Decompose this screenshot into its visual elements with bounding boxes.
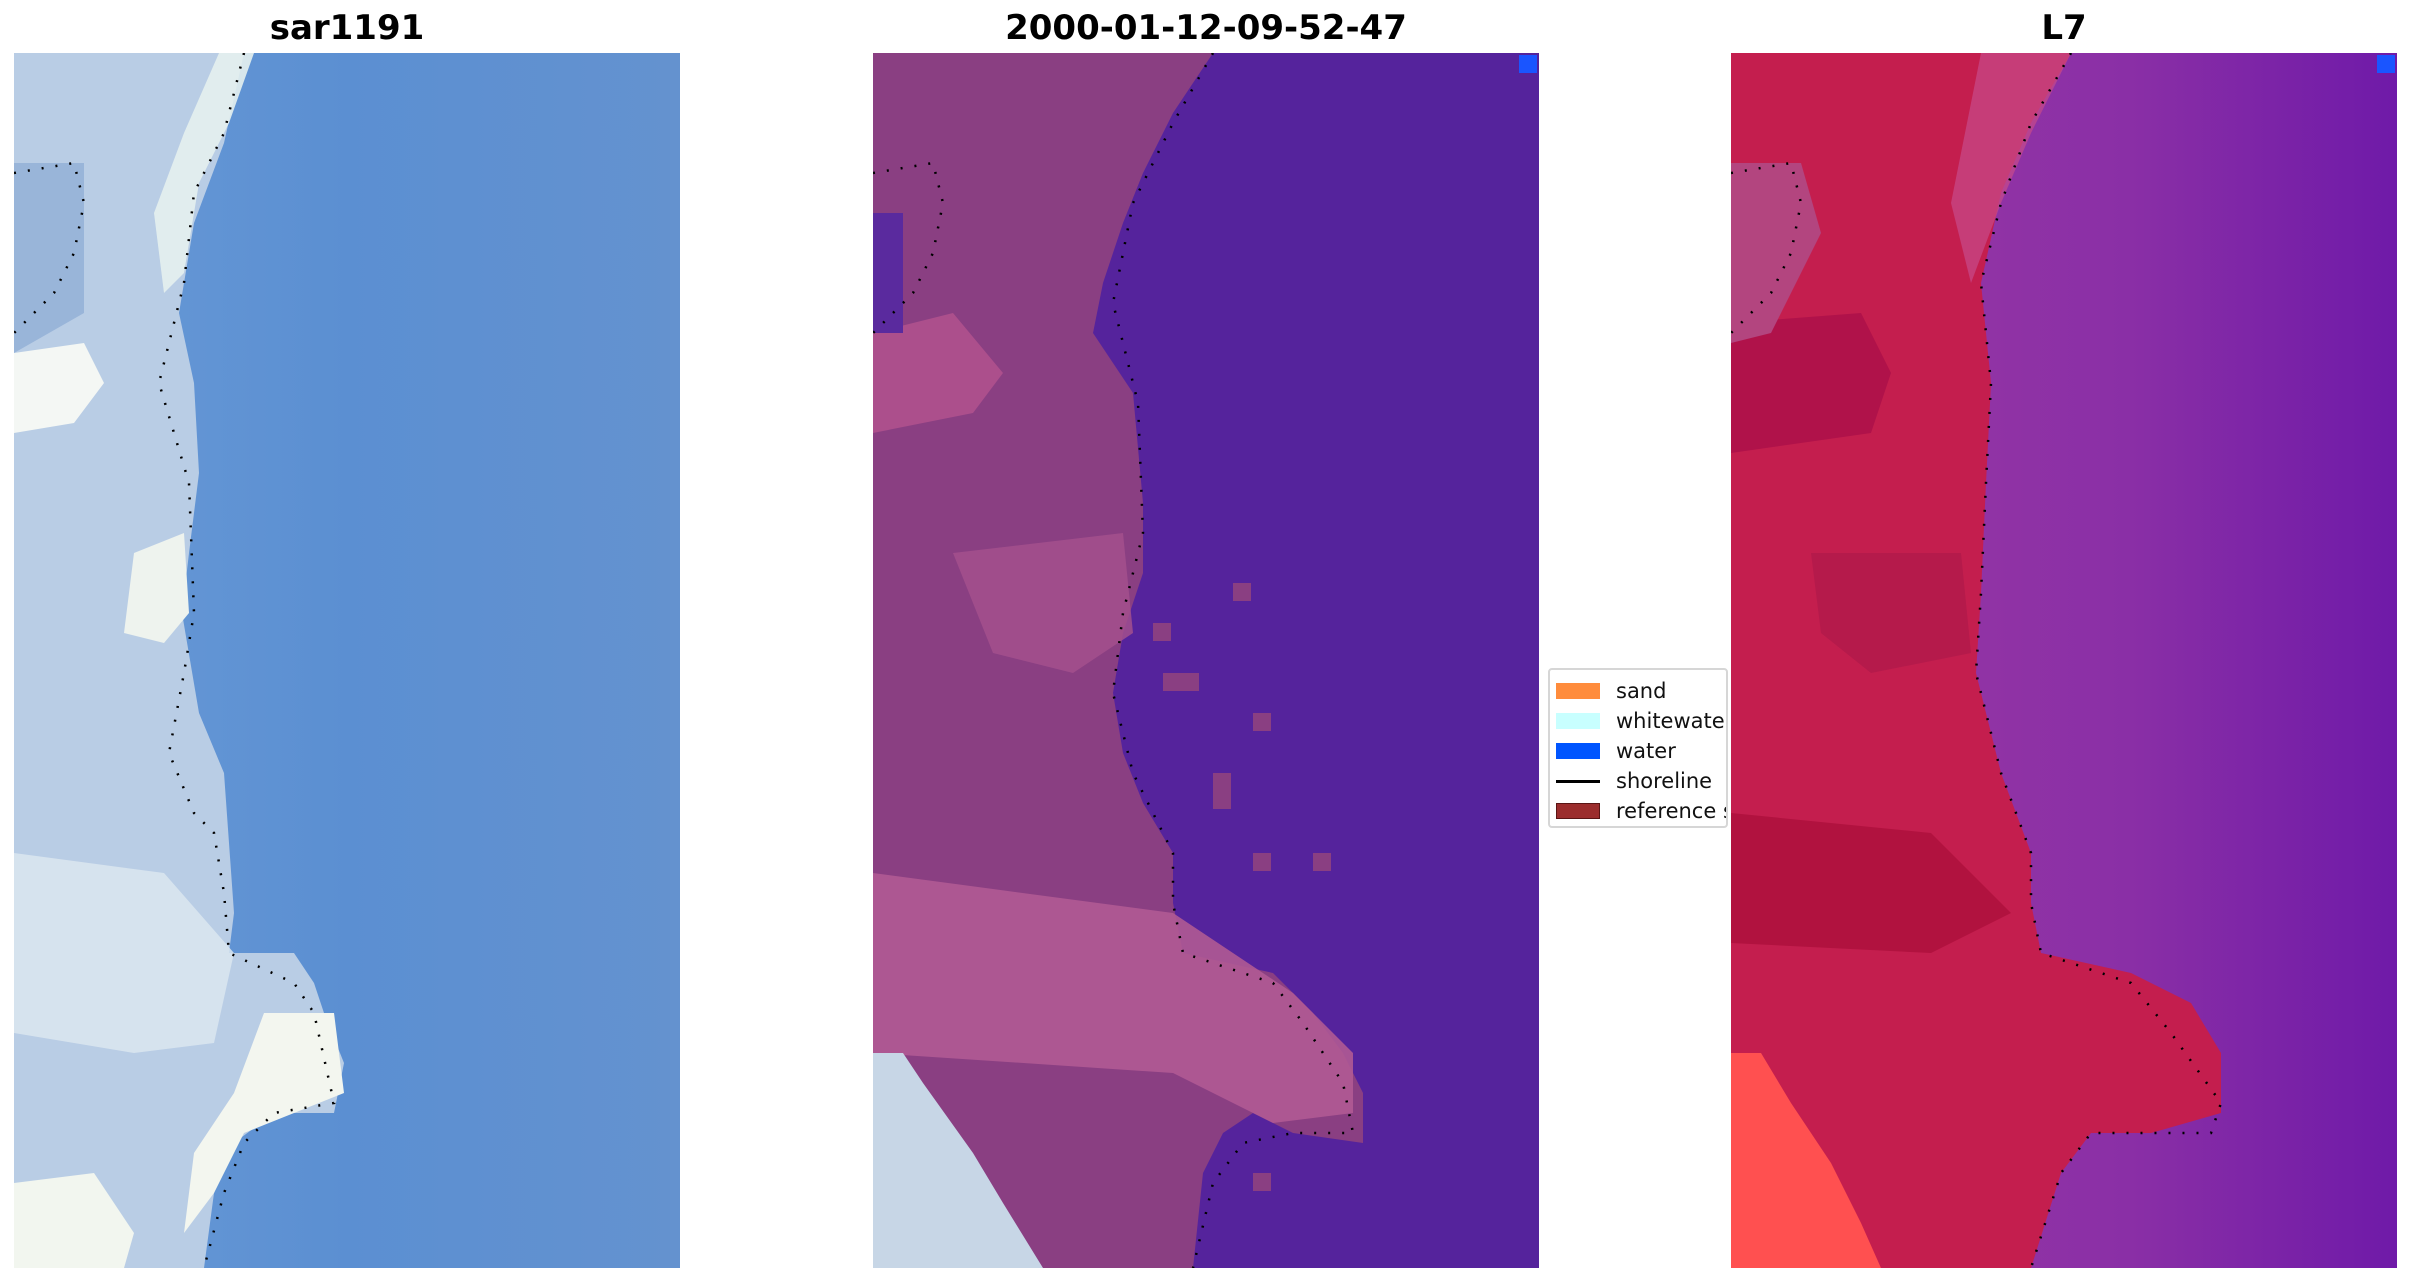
class-speckle — [1253, 853, 1271, 871]
class-speckle — [1233, 583, 1251, 601]
water-pixel — [1519, 55, 1537, 73]
index-image — [1731, 53, 2397, 1268]
index-land-pinkish — [1951, 53, 2071, 283]
land-class-light — [873, 873, 1353, 1123]
legend-swatch-sand — [1556, 683, 1600, 699]
foam-patch — [14, 853, 234, 1053]
classified-image-panel — [873, 53, 1539, 1268]
index-land-dark — [1731, 813, 2011, 953]
class-speckle — [1213, 773, 1231, 809]
panel-title-classified: 2000-01-12-09-52-47 — [1005, 8, 1407, 48]
class-speckle — [1253, 1173, 1271, 1191]
index-land-hot — [1731, 1053, 1881, 1268]
land-class-light — [873, 313, 1003, 433]
foam-patch — [14, 1173, 134, 1268]
legend-swatch-water — [1556, 743, 1600, 759]
legend-swatch-reference — [1556, 803, 1600, 819]
legend-item-whitewater: whitewater — [1550, 706, 1726, 736]
classified-image — [873, 53, 1539, 1268]
foam-patch — [184, 1013, 344, 1233]
panel-title-index: L7 — [2041, 8, 2087, 48]
index-land-dark — [1731, 313, 1891, 453]
shoreline — [873, 161, 945, 334]
legend-swatch-whitewater — [1556, 713, 1600, 729]
legend-item-reference-shoreline: reference shoreline buffer — [1550, 796, 1726, 826]
legend-label: reference shoreline buffer — [1616, 799, 1726, 823]
land-texture — [14, 163, 84, 353]
class-speckle — [1153, 623, 1171, 641]
rgb-image-panel — [14, 53, 680, 1268]
legend-line-shoreline — [1556, 779, 1600, 783]
legend-item-shoreline: shoreline — [1550, 766, 1726, 796]
foam-patch — [124, 533, 189, 643]
legend: sand whitewater water shoreline referenc… — [1548, 668, 1728, 828]
class-speckle — [1163, 673, 1199, 691]
water-pixel — [2377, 55, 2395, 73]
index-land-pink — [1731, 163, 1821, 343]
legend-label: sand — [1616, 679, 1667, 703]
shoreline — [157, 53, 336, 1268]
legend-label: whitewater — [1616, 709, 1728, 733]
legend-label: shoreline — [1616, 769, 1713, 793]
index-image-panel — [1731, 53, 2397, 1268]
legend-item-water: water — [1550, 736, 1726, 766]
panel-title-rgb: sar1191 — [269, 8, 425, 48]
rgb-image — [14, 53, 680, 1268]
shoreline — [1731, 161, 1803, 334]
legend-item-sand: sand — [1550, 676, 1726, 706]
legend-label: water — [1616, 739, 1676, 763]
land-class-light — [953, 533, 1133, 673]
corner-land-image — [873, 1053, 1043, 1268]
shoreline — [14, 161, 86, 334]
foam-patch — [14, 343, 104, 433]
index-land-dark — [1811, 553, 1971, 673]
class-speckle — [1253, 713, 1271, 731]
class-speckle — [1313, 853, 1331, 871]
water-class-corner — [873, 213, 903, 333]
